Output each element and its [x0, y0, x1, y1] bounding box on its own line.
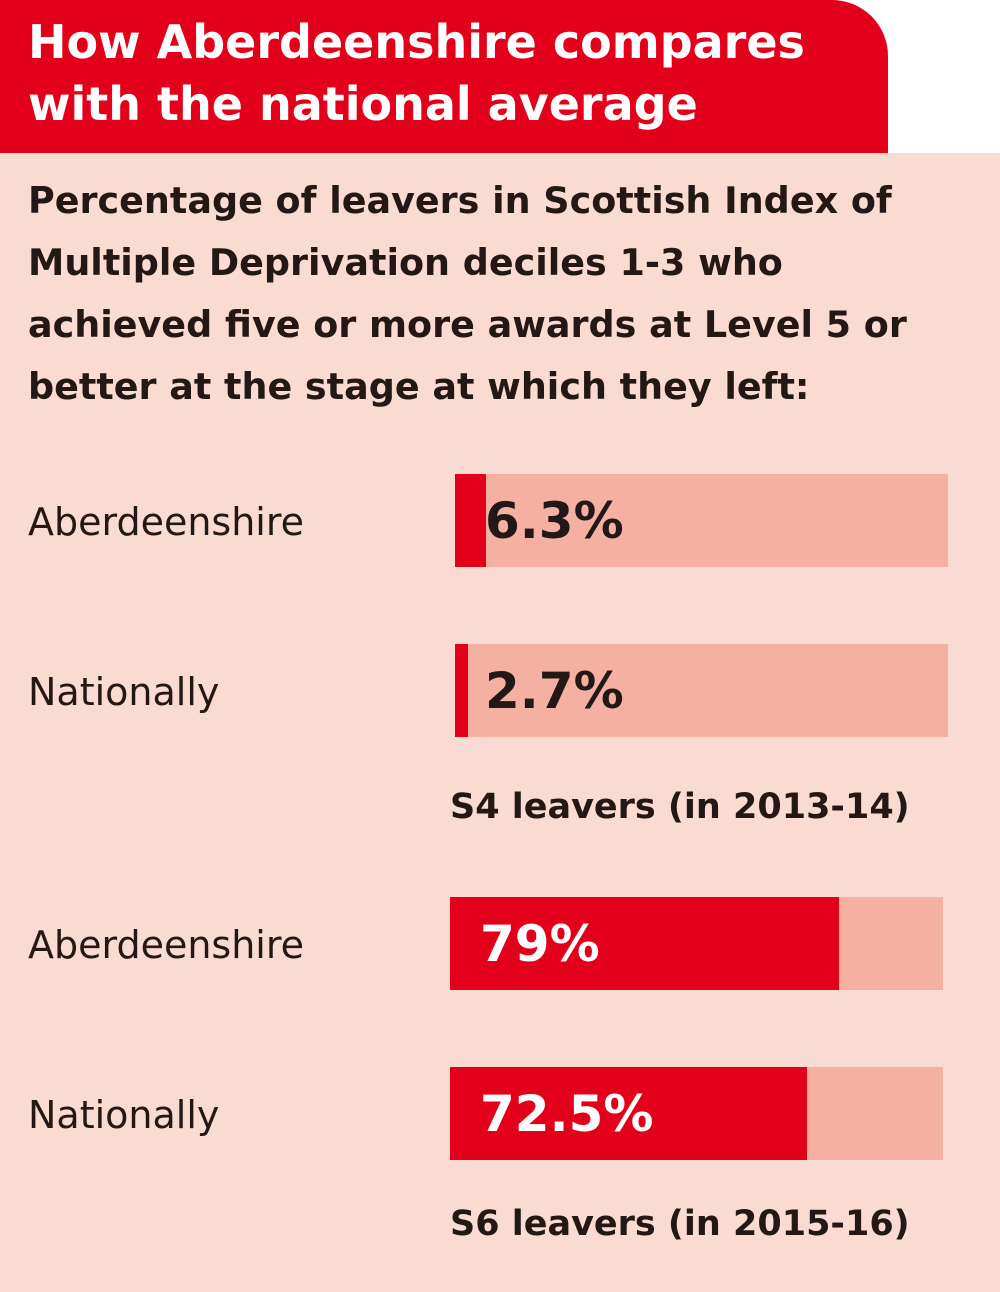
- s4-group-caption: S4 leavers (in 2013-14): [450, 787, 910, 827]
- s6-bar-aberdeenshire: [450, 897, 840, 990]
- s6-bar-nationally: [450, 1067, 808, 1160]
- s4-bar-track-nationally: 2.7%: [455, 644, 948, 737]
- s6-value-label-aberdeenshire: 79%: [480, 914, 600, 973]
- s6-category-label-nationally: Nationally: [28, 1093, 220, 1137]
- chart-title-line-2: with the national average: [28, 77, 698, 131]
- chart-title-line-1: How Aberdeenshire compares: [28, 15, 805, 69]
- s4-value-label-aberdeenshire: 6.3%: [485, 491, 624, 550]
- s4-bar-nationally: [455, 644, 469, 737]
- s6-category-label-aberdeenshire: Aberdeenshire: [28, 923, 305, 967]
- s6-bar-track-nationally: 72.5%: [450, 1067, 943, 1160]
- s6-value-label-nationally: 72.5%: [480, 1084, 654, 1143]
- header-banner: How Aberdeenshire compares with the nati…: [0, 0, 888, 153]
- s6-group-caption: S6 leavers (in 2015-16): [450, 1204, 910, 1244]
- s4-category-label-nationally: Nationally: [28, 670, 220, 714]
- s4-bar-track-aberdeenshire: 6.3%: [455, 474, 948, 567]
- chart-subtitle-line-2: Multiple Deprivation deciles 1-3 who: [28, 241, 783, 284]
- chart-subtitle-line-3: achieved five or more awards at Level 5 …: [28, 303, 907, 346]
- s4-category-label-aberdeenshire: Aberdeenshire: [28, 500, 305, 544]
- chart-subtitle-line-1: Percentage of leavers in Scottish Index …: [28, 179, 892, 222]
- s6-bar-track-aberdeenshire: 79%: [450, 897, 943, 990]
- s4-bar-aberdeenshire: [455, 474, 487, 567]
- s4-value-label-nationally: 2.7%: [485, 661, 624, 720]
- chart-subtitle-line-4: better at the stage at which they left:: [28, 365, 810, 408]
